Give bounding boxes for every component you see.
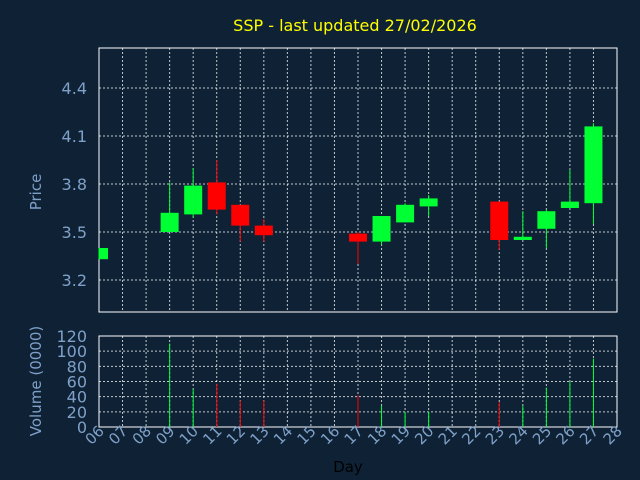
price-tick-label: 3.5 [62, 223, 87, 242]
candle-body [184, 185, 203, 215]
volume-tick-label: 20 [67, 403, 87, 422]
candle-body [560, 201, 579, 208]
candle-body [207, 182, 226, 210]
price-tick-label: 4.1 [62, 127, 87, 146]
volume-tick-label: 0 [77, 418, 87, 437]
volume-axis-label: Volume (0000) [27, 326, 45, 436]
candle-body [419, 198, 438, 207]
candle-body [372, 216, 391, 242]
volume-tick-label: 40 [67, 388, 87, 407]
price-tick-label: 4.4 [62, 79, 87, 98]
candle-body [537, 211, 556, 229]
volume-tick-label: 60 [67, 373, 87, 392]
price-axis-label: Price [27, 174, 45, 211]
candle-body [160, 212, 179, 232]
candle-body [349, 233, 367, 242]
candle-body [396, 204, 415, 223]
price-tick-label: 3.8 [62, 175, 87, 194]
x-axis-label: Day [333, 458, 363, 476]
volume-tick-label: 120 [56, 327, 87, 346]
volume-tick-label: 80 [67, 357, 87, 376]
chart-title: SSP - last updated 27/02/2026 [233, 16, 477, 35]
candle-body [231, 204, 250, 226]
volume-bars [169, 343, 594, 427]
candle-body [99, 248, 108, 260]
candles [98, 123, 603, 264]
price-tick-label: 3.2 [62, 271, 87, 290]
candle-body [584, 126, 603, 204]
candle-body [490, 201, 509, 240]
volume-tick-label: 100 [56, 342, 87, 361]
candle-body [254, 225, 273, 236]
candle-body [513, 236, 532, 240]
